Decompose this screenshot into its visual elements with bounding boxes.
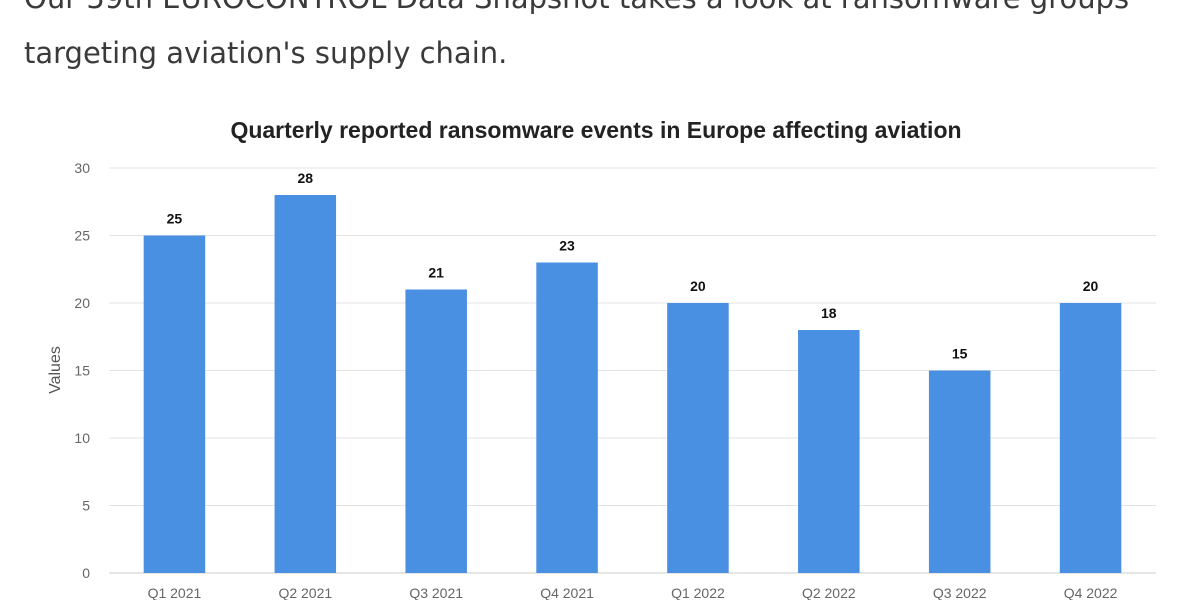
x-tick-label: Q4 2022 <box>1064 585 1118 600</box>
bar[interactable] <box>405 289 467 574</box>
y-tick-label: 5 <box>82 498 90 514</box>
y-tick-label: 0 <box>82 565 90 581</box>
data-label: 20 <box>690 278 706 294</box>
bar[interactable] <box>667 303 729 573</box>
x-tick-label: Q3 2022 <box>933 585 987 600</box>
data-label: 28 <box>298 170 314 186</box>
chart-title: Quarterly reported ransomware events in … <box>230 117 961 143</box>
data-label: 15 <box>952 346 968 362</box>
y-tick-label: 30 <box>74 160 90 176</box>
x-tick-label: Q4 2021 <box>540 585 594 600</box>
bar[interactable] <box>536 262 598 574</box>
x-tick-label: Q2 2021 <box>278 585 332 600</box>
y-tick-label: 10 <box>74 430 90 446</box>
bar[interactable] <box>274 195 337 573</box>
data-labels: 25 28 21 23 20 18 15 20 <box>167 170 1099 362</box>
x-tick-label: Q1 2021 <box>148 585 202 600</box>
y-tick-label: 20 <box>74 295 90 311</box>
y-axis-ticks: 0 5 10 15 20 25 30 <box>74 160 90 581</box>
x-tick-label: Q3 2021 <box>409 585 463 600</box>
y-tick-label: 25 <box>74 228 90 244</box>
data-label: 20 <box>1083 278 1099 294</box>
intro-text-line-1: Our 59th EUROCONTROL Data Snapshot takes… <box>24 0 1194 18</box>
x-tick-label: Q1 2022 <box>671 585 725 600</box>
bar[interactable] <box>1059 303 1122 573</box>
data-label: 23 <box>559 238 575 254</box>
intro-text-line-2: targeting aviation's supply chain. <box>24 36 508 70</box>
y-axis-label: Values <box>47 346 64 394</box>
bar[interactable] <box>143 235 206 574</box>
y-tick-label: 15 <box>74 363 90 379</box>
bar[interactable] <box>798 330 860 573</box>
bar[interactable] <box>928 370 991 574</box>
data-label: 25 <box>167 211 183 227</box>
data-label: 21 <box>428 265 444 281</box>
bars <box>143 195 1122 574</box>
data-label: 18 <box>821 305 837 321</box>
gridlines <box>109 167 1156 574</box>
x-axis-ticks: Q1 2021 Q2 2021 Q3 2021 Q4 2021 Q1 2022 Q2 20… <box>148 585 1118 600</box>
x-tick-label: Q2 2022 <box>802 585 856 600</box>
